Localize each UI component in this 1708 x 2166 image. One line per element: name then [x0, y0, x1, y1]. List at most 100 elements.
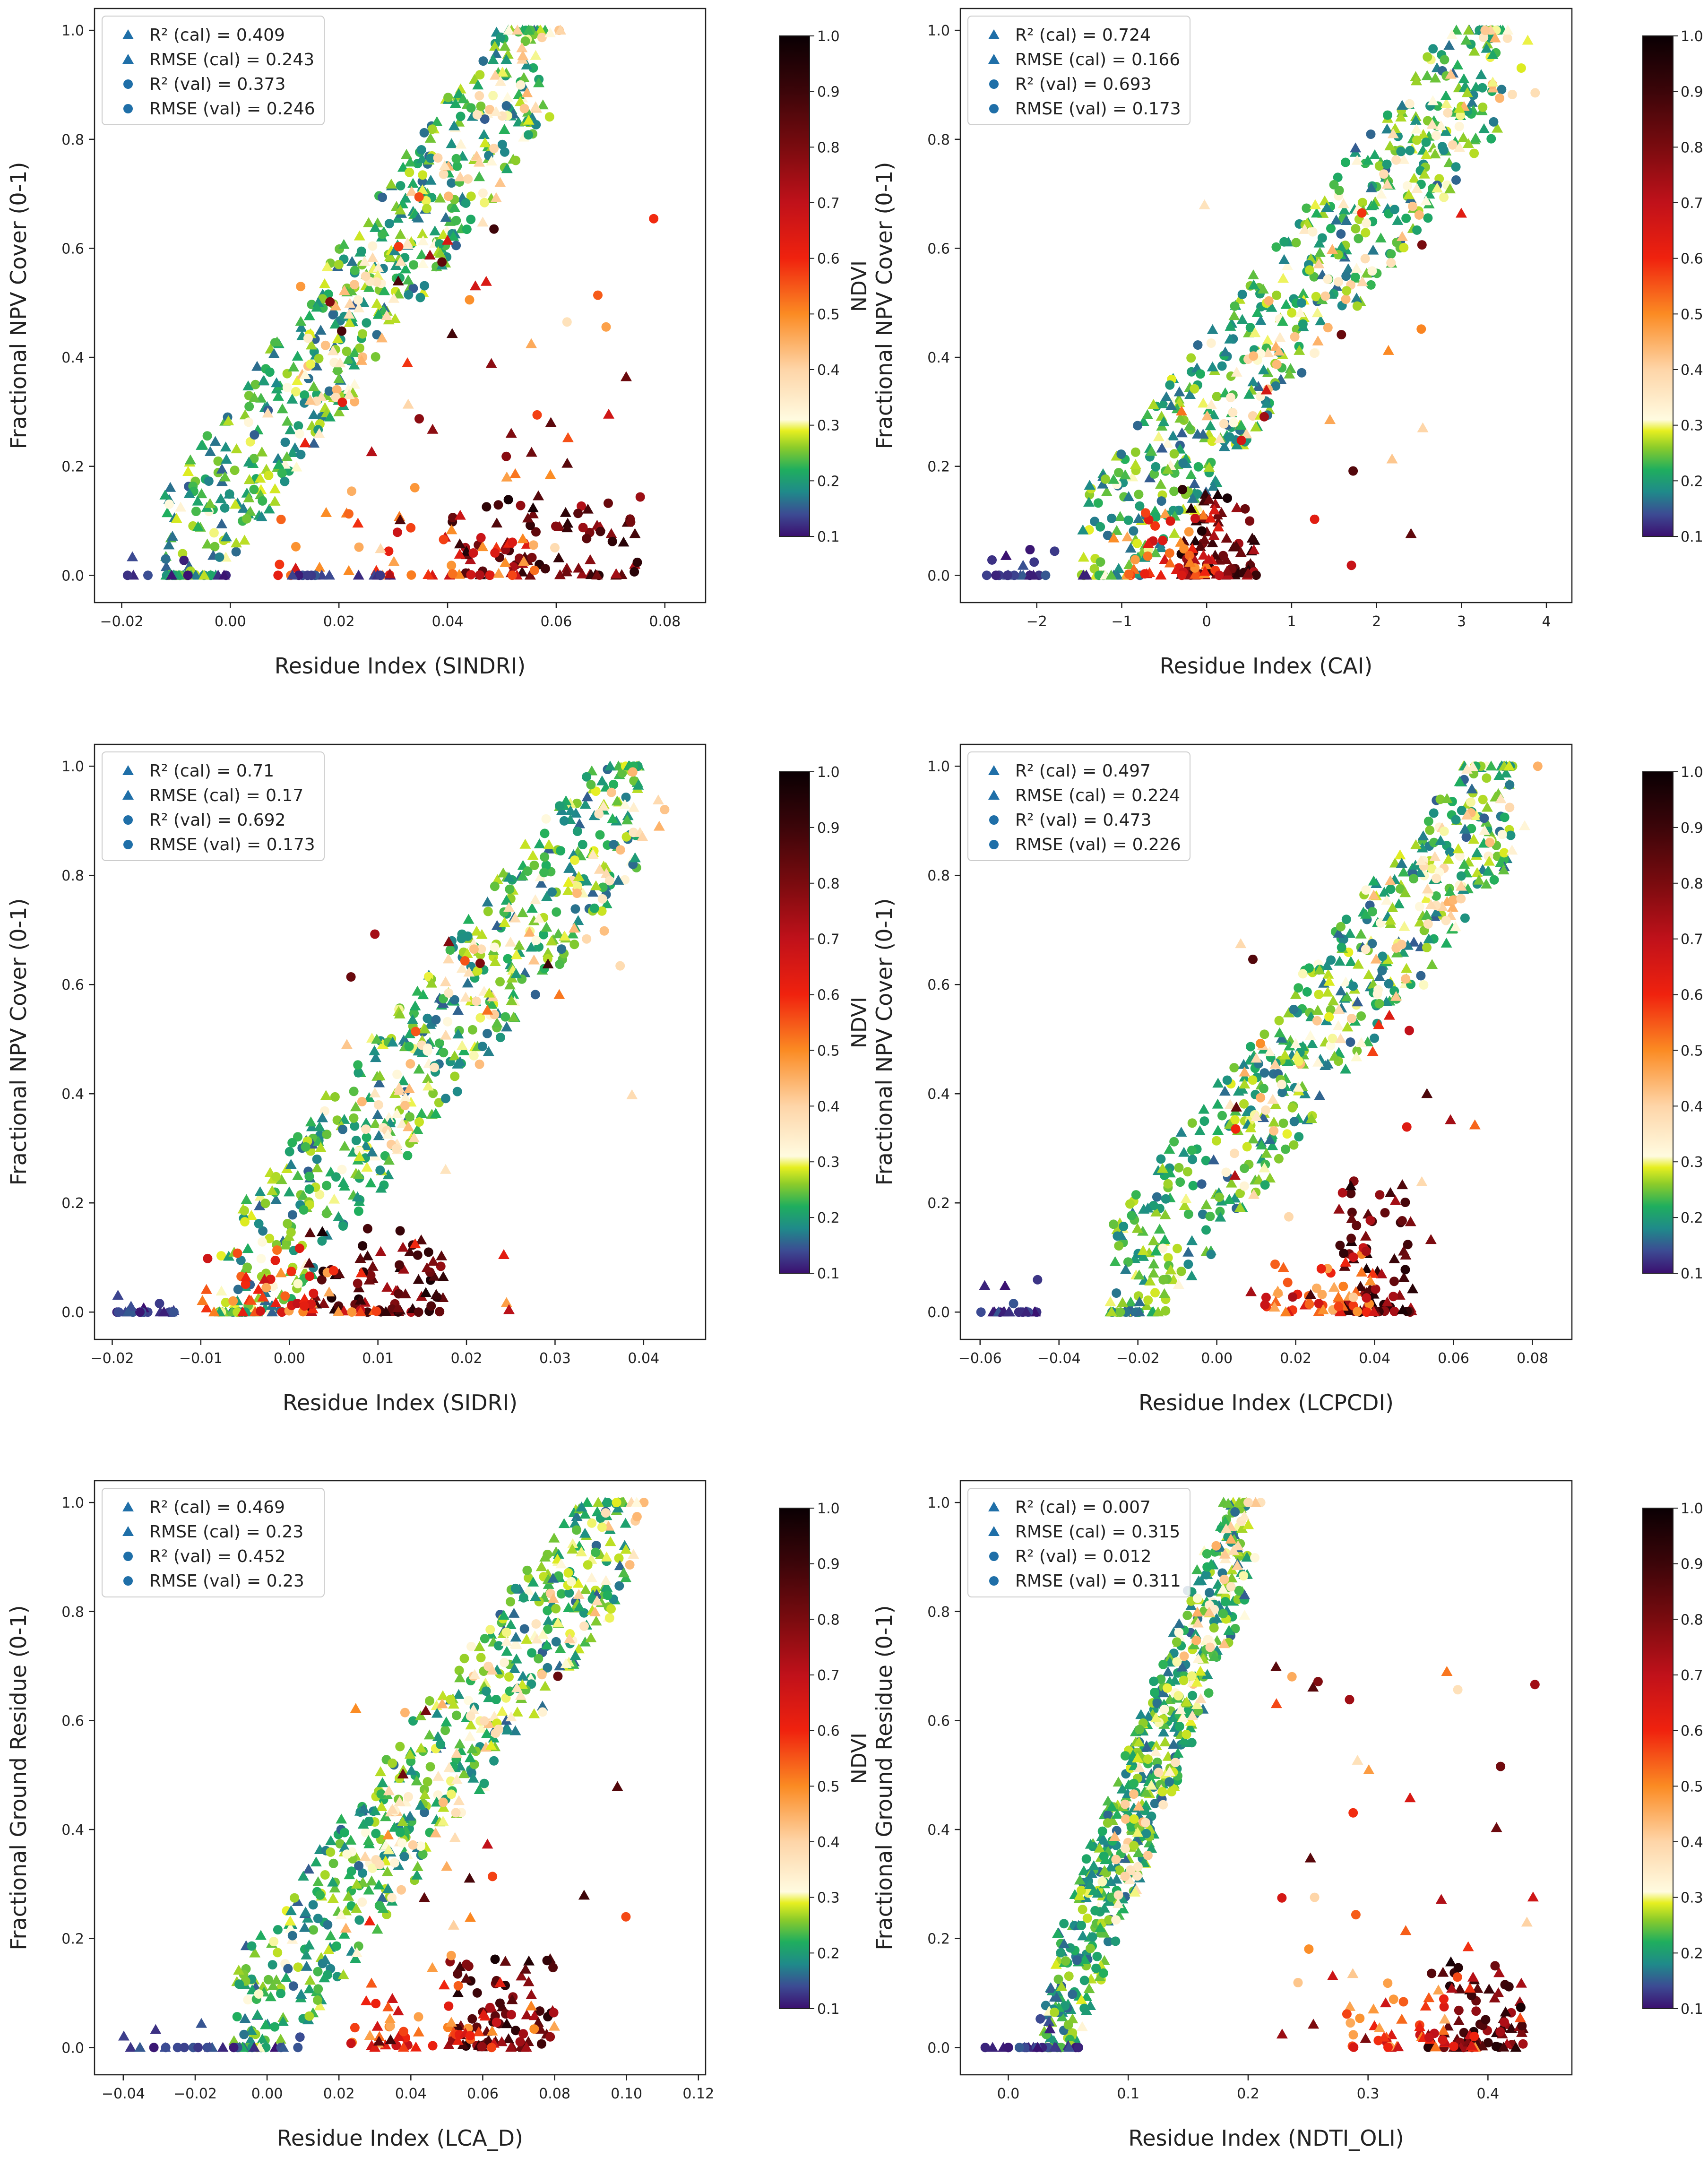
data-point-520	[388, 293, 400, 303]
data-point-328	[476, 101, 486, 111]
x-tick-label: 0.08	[649, 613, 681, 630]
data-point-542	[1452, 843, 1464, 854]
data-point-706	[237, 1306, 249, 1317]
data-point-766	[1357, 208, 1367, 218]
data-point-506	[586, 1572, 598, 1582]
data-point-763	[134, 2042, 146, 2052]
data-point-676	[515, 2037, 525, 2047]
data-point-604	[1489, 32, 1501, 43]
data-point-529	[361, 1124, 371, 1134]
data-point-554	[1435, 120, 1447, 130]
data-point-559	[469, 1669, 481, 1679]
data-point-775	[1260, 384, 1272, 395]
data-point-150	[463, 914, 474, 924]
data-point-406	[273, 458, 285, 469]
data-point-379	[567, 928, 578, 939]
data-point-775	[370, 929, 380, 939]
data-point-253	[404, 1749, 416, 1759]
data-point-583	[1466, 797, 1475, 807]
data-point-516	[1091, 1963, 1101, 1973]
data-point-416	[451, 154, 461, 164]
data-point-358	[1155, 478, 1167, 489]
data-point-533	[598, 801, 610, 811]
data-point-335	[352, 1191, 363, 1201]
data-point-623	[1185, 502, 1197, 513]
x-tick-label: 0.02	[323, 613, 355, 630]
data-point-408	[219, 471, 231, 482]
data-point-457	[1084, 1879, 1096, 1890]
scatter-points	[976, 760, 1543, 1317]
data-point-702	[1175, 536, 1187, 547]
data-point-721	[1268, 1302, 1280, 1312]
data-point-238	[363, 1092, 375, 1102]
data-point-442	[452, 1087, 462, 1096]
data-point-285	[1222, 1498, 1234, 1508]
data-point-68	[474, 1641, 485, 1651]
data-point-782	[1405, 528, 1417, 538]
data-point-494	[280, 476, 290, 486]
legend-entry-1: R² (cal) = 0.497	[1015, 761, 1151, 781]
data-point-501	[452, 1058, 464, 1069]
data-point-76	[1281, 260, 1293, 270]
data-point-727	[291, 542, 301, 552]
data-point-560	[1219, 419, 1229, 429]
data-point-265	[1399, 887, 1411, 897]
data-point-308	[331, 1172, 341, 1182]
data-point-550	[1441, 915, 1451, 925]
data-point-508	[1077, 1921, 1087, 1930]
data-point-682	[380, 1306, 392, 1316]
data-point-533	[531, 1619, 541, 1629]
x-tick-label: 0.06	[1438, 1350, 1469, 1367]
data-point-589	[396, 1118, 408, 1129]
data-point-544	[437, 1815, 449, 1826]
data-point-39	[1137, 1225, 1149, 1236]
data-point-578	[1484, 855, 1495, 866]
data-point-487	[320, 1870, 330, 1880]
data-point-663	[394, 1289, 404, 1299]
data-point-653	[1248, 544, 1260, 554]
data-point-698	[494, 1976, 506, 1987]
data-point-509	[555, 959, 565, 969]
data-point-233	[315, 1890, 325, 1900]
data-point-307	[1045, 1983, 1057, 1993]
data-point-223	[489, 1756, 499, 1766]
data-point-161	[216, 1286, 227, 1296]
data-point-679	[1495, 2027, 1505, 2037]
data-point-787	[1373, 1019, 1385, 1029]
data-point-585	[1522, 35, 1534, 45]
data-point-609	[1228, 1545, 1240, 1555]
data-point-677	[1197, 526, 1207, 536]
data-point-346	[1494, 857, 1506, 867]
data-point-195	[362, 1835, 374, 1845]
data-point-323	[369, 1045, 380, 1055]
data-point-324	[467, 1772, 479, 1783]
data-point-589	[1454, 142, 1466, 152]
data-point-294	[1351, 224, 1361, 233]
y-tick-label: 0.6	[927, 977, 950, 993]
data-point-453	[416, 1841, 426, 1851]
x-tick-label: 0.02	[1280, 1350, 1311, 1367]
data-point-587	[1179, 1651, 1189, 1661]
data-point-666	[1510, 2042, 1522, 2052]
data-point-504	[1156, 1163, 1168, 1173]
data-point-214	[1292, 324, 1302, 334]
data-point-295	[1461, 832, 1471, 842]
data-point-748	[1009, 1299, 1018, 1309]
data-point-734	[371, 2020, 383, 2031]
data-point-460	[1194, 1125, 1206, 1135]
data-point-263	[263, 503, 275, 514]
data-point-193	[491, 1695, 501, 1704]
data-point-766	[561, 457, 573, 468]
data-point-304	[305, 1116, 317, 1127]
data-point-307	[308, 1900, 318, 1910]
data-point-675	[1397, 1179, 1408, 1190]
data-point-603	[1333, 1003, 1345, 1014]
data-point-322	[407, 178, 419, 188]
data-point-655	[404, 1246, 416, 1256]
data-point-430	[1169, 486, 1179, 496]
data-point-313	[285, 1147, 294, 1156]
data-point-439	[233, 1285, 243, 1294]
data-point-245	[462, 977, 474, 988]
data-point-613	[452, 1987, 464, 1997]
data-point-278	[1352, 1046, 1362, 1056]
